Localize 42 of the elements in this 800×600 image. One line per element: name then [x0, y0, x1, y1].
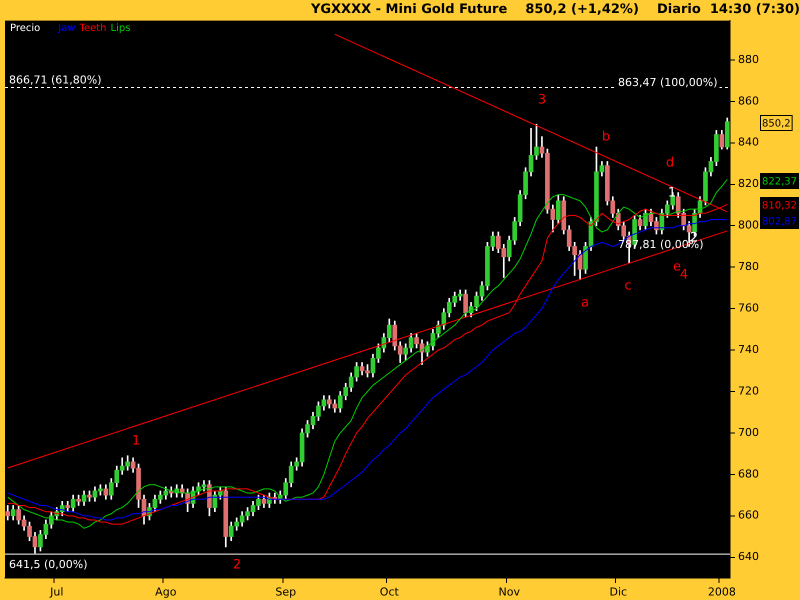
x-tick-label: Sep	[275, 585, 296, 598]
ref-line-label: 641,5 (0,00%)	[9, 558, 88, 572]
y-tick-label: 700	[738, 426, 759, 439]
y-tick-label: 720	[738, 384, 759, 398]
annotation: a	[581, 295, 589, 310]
y-axis-title: Precio	[10, 23, 40, 34]
annotation: b	[602, 129, 610, 144]
annotation: 863,47 (100,00%)	[618, 76, 718, 89]
y-tick-label: 780	[738, 260, 759, 274]
text: Teeth	[78, 23, 107, 34]
text: 810,32	[762, 200, 797, 212]
x-tick-label: 2008	[708, 585, 736, 598]
annotation: e	[673, 259, 681, 274]
annotation: d	[666, 155, 674, 170]
x-tick-label: Dic	[609, 585, 628, 598]
ref-line-label: 866,71 (61,80%)	[9, 74, 102, 87]
y-tick-label: 820	[738, 177, 759, 190]
y-tick-label: 840	[738, 136, 759, 149]
y-tick-label: 760	[738, 301, 759, 314]
x-tick-label: Nov	[498, 585, 520, 598]
y-tick-label: 680	[738, 467, 759, 480]
text: Lips	[110, 23, 130, 34]
chart-title: YGXXXX - Mini Gold Future 850,2 (+1,42%) Diario 14:30 (7:30)	[310, 2, 800, 18]
text: 822,37	[762, 176, 797, 188]
x-tick-label: Ago	[155, 585, 177, 598]
text: 802,87	[762, 216, 797, 228]
x-tick-label: Jul	[49, 585, 64, 598]
text: 850,2	[762, 118, 791, 130]
y-tick-label: 640	[738, 550, 759, 564]
y-tick-label: 740	[738, 342, 759, 356]
x-tick-label: Oct	[380, 585, 400, 598]
y-tick-label: 880	[738, 52, 759, 66]
annotation: 4	[680, 267, 688, 282]
y-tick-label: 660	[738, 508, 759, 522]
candlestick	[87, 490, 92, 502]
annotation: c	[624, 278, 632, 294]
y-tick-label: 800	[738, 218, 759, 232]
text: Jaw	[57, 23, 76, 34]
annotation: 3	[538, 92, 546, 108]
y-tick-label: 860	[738, 94, 759, 108]
annotation: 1	[132, 433, 140, 448]
annotation: 2	[232, 557, 242, 572]
